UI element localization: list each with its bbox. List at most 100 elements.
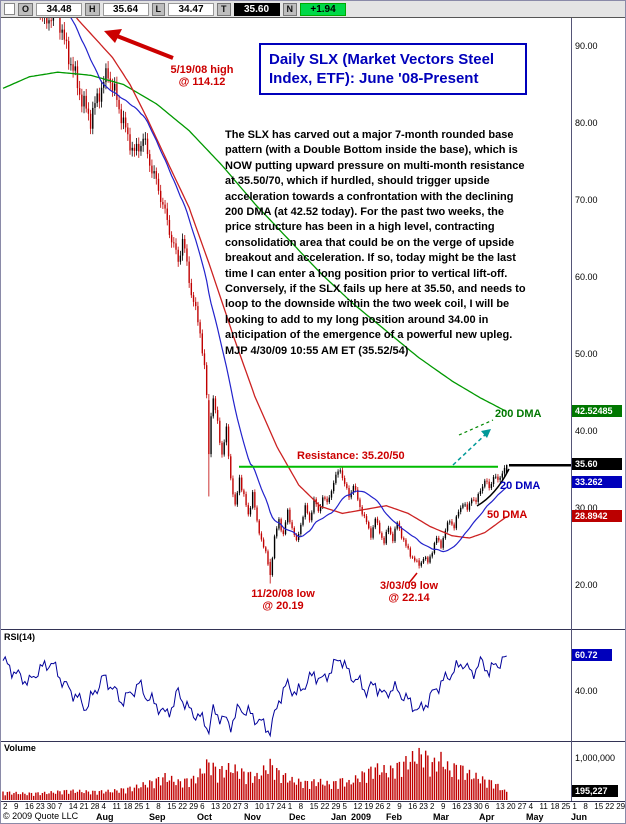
price-value-box: 35.60 <box>572 458 622 471</box>
date-tick-label: 8 <box>583 802 588 811</box>
quote-bar-handle <box>4 3 15 15</box>
quote-field-label: H <box>85 2 100 16</box>
date-tick-label: 2 <box>3 802 8 811</box>
quote-field-label: O <box>18 2 34 16</box>
month-label: Nov <box>244 812 262 822</box>
price-gridline-label: 60.00 <box>575 272 598 282</box>
price-gridline-label: 40.00 <box>575 426 598 436</box>
analyst-commentary: The SLX has carved out a major 7-month r… <box>225 129 526 357</box>
date-tick-label: 23 <box>35 802 45 811</box>
month-label: Mar <box>433 812 450 822</box>
date-tick-label: 15 <box>594 802 604 811</box>
annotation-may-high: 5/19/08 high @ 114.12 <box>170 64 234 88</box>
panel-divider <box>1 801 625 802</box>
month-label: Dec <box>289 812 306 822</box>
date-tick-label: 10 <box>254 802 264 811</box>
date-tick-label: 25 <box>134 802 144 811</box>
date-tick-label: 18 <box>550 802 560 811</box>
month-label: Sep <box>149 812 166 822</box>
date-tick-label: 9 <box>397 802 402 811</box>
date-tick-label: 16 <box>451 802 461 811</box>
chart-annotations <box>104 29 571 584</box>
date-tick-label: 3 <box>243 802 249 811</box>
panel-divider <box>1 741 625 742</box>
date-tick-label: 25 <box>561 802 571 811</box>
month-label: Jan <box>331 812 347 822</box>
price-gridline-label: 30.00 <box>575 503 598 513</box>
date-tick-label: 22 <box>605 802 615 811</box>
date-tick-label: 27 <box>232 802 242 811</box>
ma50-label: 50 DMA <box>487 509 528 521</box>
ma200-label: 200 DMA <box>495 408 542 420</box>
quote-field-label: T <box>217 2 231 16</box>
month-label: May <box>526 812 544 822</box>
quote-field-label: L <box>151 2 166 16</box>
date-tick-label: 4 <box>528 802 534 811</box>
date-tick-label: 1 <box>287 802 293 811</box>
volume-axis-label: 1,000,000 <box>575 753 616 763</box>
date-tick-label: 13 <box>211 802 220 811</box>
panel-divider <box>1 629 625 630</box>
date-tick-label: 2 <box>430 802 435 811</box>
date-tick-label: 14 <box>68 802 78 811</box>
date-tick-label: 16 <box>408 802 418 811</box>
date-tick-label: 8 <box>298 802 304 811</box>
date-tick-label: 15 <box>167 802 177 811</box>
rsi-panel-title: RSI(14) <box>4 632 36 642</box>
date-tick-label: 29 <box>616 802 626 811</box>
volume-panel-title: Volume <box>4 743 36 753</box>
date-tick-label: 29 <box>331 802 341 811</box>
month-label: Oct <box>197 812 213 822</box>
date-tick-label: 26 <box>375 802 385 811</box>
date-tick-label: 17 <box>265 802 275 811</box>
date-tick-label: 28 <box>90 802 100 811</box>
date-tick-label: 24 <box>276 802 286 811</box>
date-tick-label: 13 <box>495 802 505 811</box>
price-gridline-label: 20.00 <box>575 580 598 590</box>
axis-divider <box>571 18 572 801</box>
price-gridline-label: 50.00 <box>575 349 598 359</box>
date-tick-label: 9 <box>441 802 446 811</box>
date-tick-label: 16 <box>24 802 34 811</box>
date-tick-label: 1 <box>572 802 577 811</box>
annotation-resistance: Resistance: 35.20/50 <box>297 450 405 462</box>
quote-field-label: N <box>282 2 298 16</box>
rsi-current-value: 60.72 <box>572 649 612 661</box>
rsi-axis-label: 40.00 <box>575 686 598 696</box>
month-label: 2009 <box>351 812 372 822</box>
date-tick-label: 27 <box>517 802 527 811</box>
date-tick-label: 30 <box>473 802 483 811</box>
rsi-line <box>2 655 507 738</box>
date-tick-label: 11 <box>539 802 548 811</box>
price-gridline-label: 80.00 <box>575 118 598 128</box>
volume-current-value: 195,227 <box>572 785 618 797</box>
quote-field-value: 34.47 <box>168 2 215 16</box>
quote-field-value: 35.64 <box>102 2 149 16</box>
date-tick-label: 5 <box>342 802 347 811</box>
month-label: Jun <box>571 812 588 822</box>
month-label: Apr <box>479 812 495 822</box>
date-tick-label: 22 <box>178 802 188 811</box>
quote-bar: O 34.48 H 35.64 L 34.47 T 35.60 N +1.94 <box>1 1 625 18</box>
date-tick-label: 8 <box>156 802 161 811</box>
date-tick-label: 11 <box>112 802 121 811</box>
ma20-label: 20 DMA <box>500 480 541 492</box>
chart-title-box: Daily SLX (Market Vectors Steel Index, E… <box>259 43 527 95</box>
date-tick-label: 30 <box>46 802 56 811</box>
quote-field-value: 34.48 <box>36 2 83 16</box>
month-label: Feb <box>386 812 403 822</box>
price-value-box: 33.262 <box>572 476 622 489</box>
volume-bars <box>2 747 508 800</box>
date-tick-label: 6 <box>484 802 490 811</box>
date-tick-label: 23 <box>419 802 428 811</box>
date-tick-label: 15 <box>309 802 319 811</box>
date-tick-label: 19 <box>364 802 374 811</box>
price-value-box: 28.8942 <box>572 510 622 522</box>
date-tick-label: 7 <box>57 802 63 811</box>
date-tick-label: 2 <box>386 802 391 811</box>
date-tick-label: 23 <box>462 802 472 811</box>
annotation-mar-low: 3/03/09 low @ 22.14 <box>379 580 439 604</box>
date-tick-label: 21 <box>79 802 89 811</box>
